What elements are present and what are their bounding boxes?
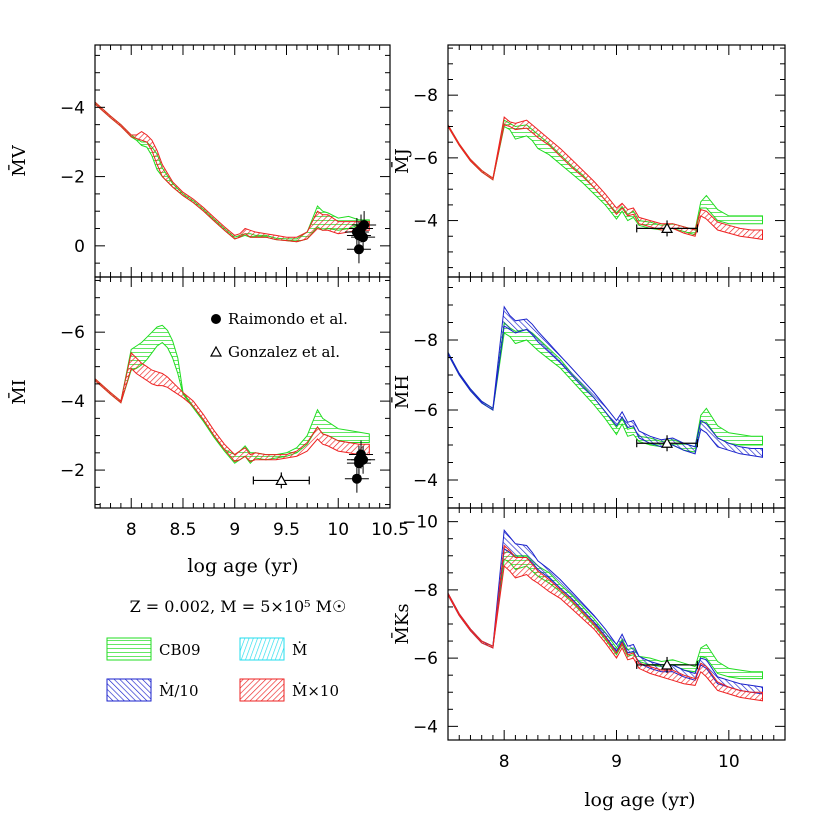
y-tick-label: −4 xyxy=(60,98,85,118)
y-tick-label: −8 xyxy=(413,581,438,601)
legend-swatch xyxy=(239,678,285,702)
y-tick-label: −2 xyxy=(60,168,85,188)
filled-circle-icon xyxy=(211,314,221,324)
y-tick-label: −4 xyxy=(413,717,438,737)
plot-area xyxy=(448,528,763,702)
y-tick-label: −8 xyxy=(413,331,438,351)
raimondo-point xyxy=(353,458,364,469)
legend-label: Ṁ×10 xyxy=(292,682,339,700)
panel-5: 8 9 10 −10 −8 −6 −4 M̄Ks xyxy=(390,507,786,772)
band-CB09 xyxy=(448,119,763,236)
panel-2: 8 8.5 9 9.5 10 10.5 −6 −4 −2 M̄I xyxy=(7,276,409,540)
x-tick-label: 8 xyxy=(126,520,137,540)
gonzalez-point xyxy=(661,222,674,234)
y-tick-label: −4 xyxy=(413,212,438,232)
model-legend: CB09 Ṁ Ṁ/10 Ṁ×10 xyxy=(106,637,339,702)
legend-swatch xyxy=(106,637,152,661)
band-Ṁ×10 xyxy=(95,101,370,243)
raimondo-point xyxy=(358,232,369,243)
band-Ṁ/10 xyxy=(448,305,763,458)
panel-frame xyxy=(94,276,391,509)
raimondo-point xyxy=(353,244,364,255)
y-tick-label: 0 xyxy=(74,237,85,257)
band-CB09 xyxy=(95,324,370,464)
panel-4: −8 −6 −4 M̄H xyxy=(390,276,786,509)
band-Ṁ×10 xyxy=(448,544,763,702)
band-Ṁ×10 xyxy=(448,116,763,240)
x-tick-label: 9 xyxy=(229,520,240,540)
band-CB09 xyxy=(448,548,763,680)
obs-legend-item: Gonzalez et al. xyxy=(209,343,340,361)
y-axis-label: M̄V xyxy=(7,144,30,176)
x-tick-label: 9.5 xyxy=(273,520,300,540)
y-tick-label: −6 xyxy=(60,323,85,343)
legend-swatch xyxy=(106,678,152,702)
panel-frame xyxy=(447,44,786,278)
left-xlabel: log age (yr) xyxy=(187,555,298,577)
panel-frame xyxy=(447,507,786,741)
raimondo-point xyxy=(359,220,370,231)
y-tick-label: −4 xyxy=(413,471,438,491)
plot-area xyxy=(448,305,763,458)
obs-legend-label: Raimondo et al. xyxy=(228,310,348,328)
legend-item: CB09 xyxy=(106,637,201,661)
y-axis-label: M̄J xyxy=(390,148,413,174)
param-line: Z = 0.002, M = 5×10⁵ M☉ xyxy=(130,597,347,616)
panel-frame xyxy=(94,44,391,278)
legend-label: Ṁ/10 xyxy=(159,682,199,700)
legend-label: CB09 xyxy=(159,641,201,659)
plot-area xyxy=(95,324,376,493)
raimondo-point xyxy=(351,473,362,484)
panel-1: −4 −2 0 M̄V xyxy=(7,44,391,278)
y-tick-label: −10 xyxy=(402,513,438,533)
obs-legend-label: Gonzalez et al. xyxy=(228,343,340,361)
y-tick-label: −2 xyxy=(60,461,85,481)
legend-item: Ṁ×10 xyxy=(239,678,339,702)
y-tick-label: −6 xyxy=(413,401,438,421)
x-tick-label: 8 xyxy=(499,752,510,772)
y-axis-label: M̄Ks xyxy=(390,603,413,644)
y-tick-label: −6 xyxy=(413,149,438,169)
gonzalez-point xyxy=(661,658,674,670)
legend-item: Ṁ/10 xyxy=(106,678,199,702)
band-Ṁ×10 xyxy=(95,351,370,463)
obs-legend: Raimondo et al. Gonzalez et al. xyxy=(209,310,348,361)
x-tick-label: 10 xyxy=(718,752,740,772)
y-axis-label: M̄H xyxy=(390,375,413,409)
plot-area xyxy=(448,116,763,240)
y-tick-label: −8 xyxy=(413,86,438,106)
legend-swatch xyxy=(239,637,285,661)
legend-item: Ṁ xyxy=(239,637,307,661)
x-tick-label: 10.5 xyxy=(371,520,409,540)
y-tick-label: −6 xyxy=(413,649,438,669)
y-axis-label: M̄I xyxy=(7,379,30,405)
obs-legend-item: Raimondo et al. xyxy=(211,310,348,328)
panel-frame xyxy=(447,276,786,509)
panel-3: −8 −6 −4 M̄J xyxy=(390,44,786,278)
x-tick-label: 9 xyxy=(611,752,622,772)
right-xlabel: log age (yr) xyxy=(584,789,695,811)
gonzalez-point xyxy=(275,474,288,486)
legend-label: Ṁ xyxy=(292,641,307,659)
gonzalez-point xyxy=(661,437,674,448)
x-tick-label: 8.5 xyxy=(169,520,196,540)
y-tick-label: −4 xyxy=(60,392,85,412)
plot-area xyxy=(95,101,377,264)
open-triangle-icon xyxy=(209,345,223,357)
x-tick-label: 10 xyxy=(327,520,349,540)
panels: −4 −2 0 M̄V 8 8.5 9 9.5 10 10.5 −6 −4 −2 M̄I −8 −6 −4 M̄J… xyxy=(7,44,786,772)
